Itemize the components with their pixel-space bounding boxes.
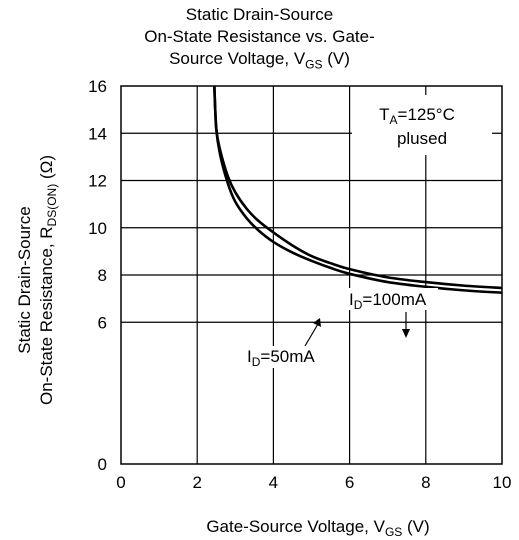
y-tick-label: 10 xyxy=(88,219,107,238)
x-tick-label: 2 xyxy=(192,473,201,492)
series-label-50-bg xyxy=(244,346,336,368)
plot-frame xyxy=(120,85,503,465)
x-tick-label: 0 xyxy=(116,473,125,492)
y-axis-label-line1: Static Drain-Source xyxy=(15,206,34,353)
y-tick-label: 0 xyxy=(98,455,107,474)
title-line-3: Source Voltage, VGS (V) xyxy=(169,49,350,72)
series-label-50-arrow-line xyxy=(304,323,319,347)
y-tick-label: 16 xyxy=(88,77,107,96)
y-axis-label-line2: On-State Resistance, RDS(ON) (Ω) xyxy=(37,155,59,405)
series-lines xyxy=(213,85,503,295)
y-tick-label: 12 xyxy=(88,172,107,191)
x-tick-label: 10 xyxy=(493,473,512,492)
chart-title: Static Drain-Source On-State Resistance … xyxy=(0,4,519,75)
annotation-pulsed: plused xyxy=(397,129,447,148)
title-line-2: On-State Resistance vs. Gate- xyxy=(144,27,375,46)
x-tick-label: 8 xyxy=(421,473,430,492)
y-tick-label: 8 xyxy=(98,266,107,285)
y-tick-labels: 0 6 8 10 12 14 16 xyxy=(88,77,107,474)
y-tick-label: 6 xyxy=(98,313,107,332)
series-label-100mA: ID=100mA xyxy=(349,290,427,312)
annotation-condition: TA=125°C xyxy=(379,105,455,127)
x-tick-labels: 0 2 4 6 8 10 xyxy=(116,473,511,492)
series-line-100mA xyxy=(213,85,503,290)
y-tick-label: 14 xyxy=(88,124,107,143)
series-label-50mA: ID=50mA xyxy=(247,347,315,369)
series-label-50-arrowhead xyxy=(313,318,321,327)
series-label-100-arrowhead xyxy=(402,329,410,338)
x-axis-label: Gate-Source Voltage, VGS (V) xyxy=(206,517,429,539)
series-line-50mA xyxy=(213,85,503,295)
annotation-background xyxy=(352,95,492,155)
title-line-1: Static Drain-Source xyxy=(185,5,334,24)
x-tick-label: 6 xyxy=(345,473,354,492)
x-tick-label: 4 xyxy=(269,473,278,492)
series-label-100-bg xyxy=(346,288,438,310)
